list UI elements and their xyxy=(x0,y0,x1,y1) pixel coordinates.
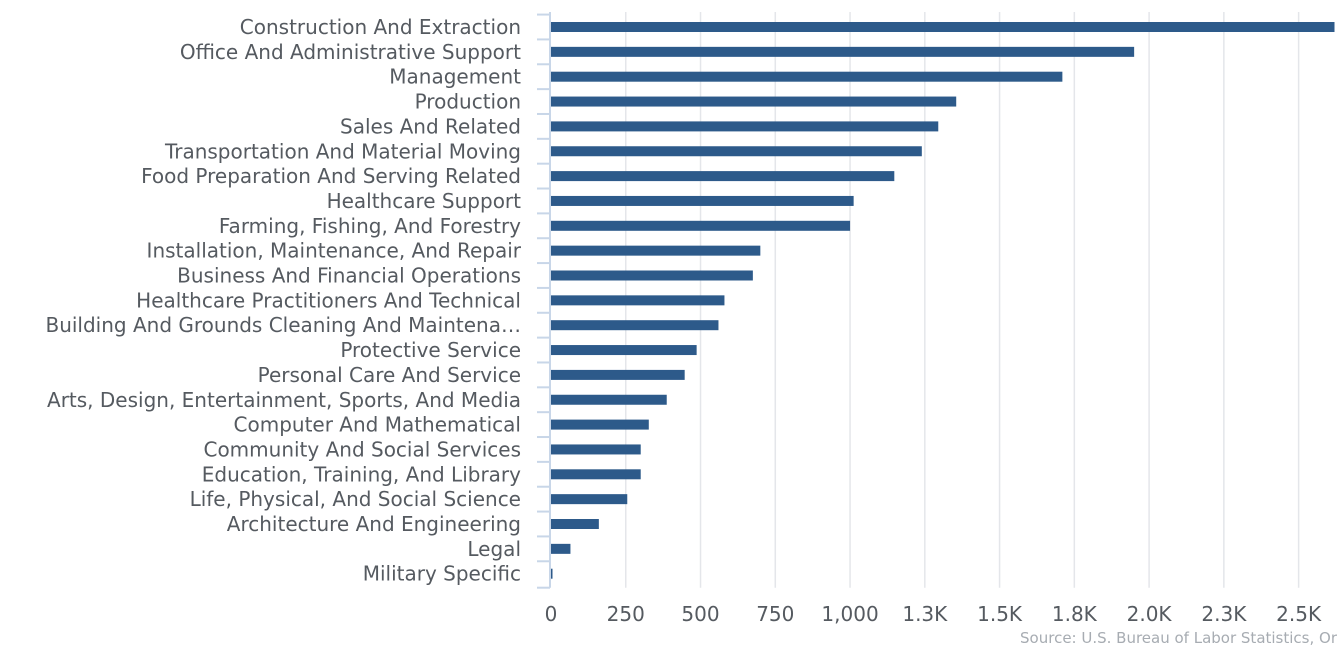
bar[interactable] xyxy=(551,22,1335,32)
x-tick-label: 2.0K xyxy=(1127,602,1173,626)
category-label: Arts, Design, Entertainment, Sports, And… xyxy=(47,388,521,412)
x-tick-label: 2.5K xyxy=(1276,602,1322,626)
bar[interactable] xyxy=(551,519,599,529)
bar[interactable] xyxy=(551,270,753,281)
x-tick-label: 750 xyxy=(756,602,794,626)
category-label: Production xyxy=(415,90,521,114)
bar-layer xyxy=(551,22,1335,579)
x-tick-label: 500 xyxy=(681,602,719,626)
bar[interactable] xyxy=(551,295,725,306)
bar[interactable] xyxy=(551,369,685,380)
category-label: Construction And Extraction xyxy=(240,15,521,39)
category-label: Farming, Fishing, And Forestry xyxy=(219,214,521,238)
category-label: Business And Financial Operations xyxy=(177,264,521,288)
category-label: Office And Administrative Support xyxy=(180,40,521,64)
label-layer: 0 250 500 750 1,000 1.3K 1.5K 1.8K 2.0K 2.3K 2.5K C… xyxy=(45,15,1321,626)
category-label: Healthcare Practitioners And Technical xyxy=(136,288,521,312)
x-tick-label: 2.3K xyxy=(1201,602,1247,626)
bar[interactable] xyxy=(551,494,628,505)
axis-layer xyxy=(537,12,551,589)
bar[interactable] xyxy=(551,220,851,231)
category-label: Protective Service xyxy=(340,338,521,362)
category-label: Life, Physical, And Social Science xyxy=(190,487,521,511)
bar[interactable] xyxy=(551,245,761,256)
bar[interactable] xyxy=(551,345,697,356)
bar[interactable] xyxy=(551,146,922,157)
bar[interactable] xyxy=(551,444,641,455)
x-tick-label: 1,000 xyxy=(821,602,878,626)
x-tick-label: 1.8K xyxy=(1052,602,1098,626)
bar[interactable] xyxy=(551,419,649,430)
category-label: Healthcare Support xyxy=(327,189,522,213)
bar[interactable] xyxy=(551,320,719,331)
x-tick-label: 1.5K xyxy=(977,602,1023,626)
bar[interactable] xyxy=(551,195,854,206)
category-label: Community And Social Services xyxy=(203,437,521,461)
bar[interactable] xyxy=(551,96,957,107)
category-label: Building And Grounds Cleaning And Mainte… xyxy=(45,313,521,337)
bar[interactable] xyxy=(551,171,895,182)
category-label: Management xyxy=(389,65,521,89)
x-tick-label: 1.3K xyxy=(902,602,948,626)
category-label: Personal Care And Service xyxy=(258,363,521,387)
bar[interactable] xyxy=(551,121,939,132)
bar[interactable] xyxy=(551,469,641,480)
bar[interactable] xyxy=(551,394,667,405)
bar[interactable] xyxy=(551,46,1135,57)
category-label: Transportation And Material Moving xyxy=(164,139,521,163)
category-label: Computer And Mathematical xyxy=(234,413,521,437)
category-label: Architecture And Engineering xyxy=(227,512,521,536)
category-label: Food Preparation And Serving Related xyxy=(141,164,521,188)
category-label: Installation, Maintenance, And Repair xyxy=(147,239,522,263)
source-note: Source: U.S. Bureau of Labor Statistics,… xyxy=(1020,629,1337,647)
category-label: Education, Training, And Library xyxy=(202,462,521,486)
category-label: Legal xyxy=(467,537,521,561)
grid-layer xyxy=(625,12,1300,588)
x-tick-label: 250 xyxy=(607,602,645,626)
bar[interactable] xyxy=(551,71,1063,82)
category-label: Military Specific xyxy=(363,562,521,586)
x-tick-label: 0 xyxy=(545,602,558,626)
category-label: Sales And Related xyxy=(340,114,521,138)
bar[interactable] xyxy=(551,568,553,579)
bar[interactable] xyxy=(551,543,571,554)
